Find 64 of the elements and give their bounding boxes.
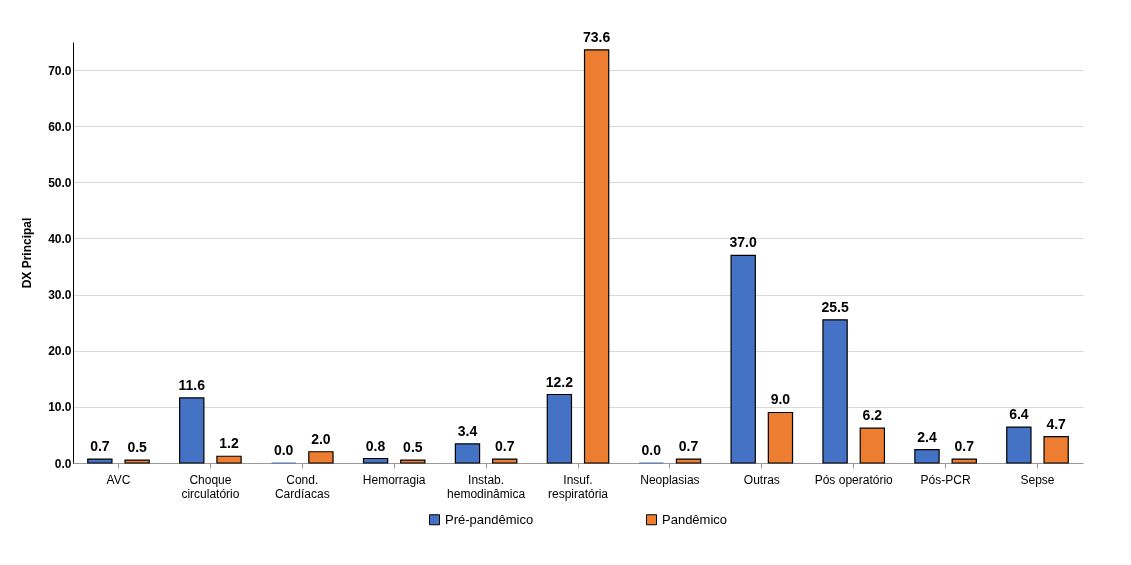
data-label: 12.2	[545, 373, 574, 390]
data-label: 37.0	[729, 234, 758, 251]
data-label: 4.7	[1046, 415, 1067, 432]
data-label: 11.6	[178, 376, 206, 393]
data-label: 0.7	[90, 438, 110, 455]
bar	[454, 443, 481, 464]
x-tick-label: Insuf. respiratória	[547, 472, 609, 501]
data-label: 9.0	[770, 391, 791, 408]
data-label: 0.0	[273, 442, 294, 458]
bar	[951, 458, 977, 464]
y-tick-label: 50.0	[48, 175, 72, 190]
x-tick-label: Choque circulatório	[181, 472, 240, 501]
bar	[822, 319, 848, 464]
y-tick-label: 20.0	[48, 344, 72, 359]
legend-label: Pré-pandêmico	[445, 511, 534, 527]
data-label: 1.2	[219, 435, 239, 452]
x-tick-label: Pós operatório	[814, 472, 894, 487]
y-tick-label: 30.0	[48, 288, 72, 303]
x-tick-label: AVC	[106, 472, 131, 487]
data-label: 0.8	[365, 437, 386, 454]
x-tick-label: Instab. hemodinâmica	[447, 472, 526, 501]
data-label: 6.2	[862, 407, 883, 424]
bar	[730, 254, 756, 464]
bar	[859, 427, 886, 464]
data-label: 0.0	[641, 442, 662, 458]
x-tick-label: Neoplasias	[640, 472, 700, 487]
x-tick-label: Cond. Cardíacas	[274, 472, 330, 501]
y-tick-label: 0.0	[54, 456, 72, 471]
y-tick-label: 40.0	[48, 231, 72, 246]
bar	[767, 411, 794, 464]
x-tick-label: Outras	[743, 472, 780, 487]
x-tick-label: Hemorragia	[362, 472, 426, 487]
bar	[362, 457, 389, 464]
y-tick-label: 10.0	[48, 400, 72, 415]
bar	[1043, 436, 1069, 464]
data-label: 0.7	[678, 438, 699, 455]
data-label: 6.4	[1009, 406, 1029, 423]
x-tick-label: Sepse	[1020, 472, 1055, 487]
data-label: 2.4	[917, 428, 937, 445]
data-label: 0.7	[954, 438, 975, 455]
bar	[87, 458, 113, 464]
bar	[492, 458, 518, 464]
data-label: 73.6	[583, 28, 611, 45]
bar	[179, 397, 205, 464]
bar	[124, 459, 150, 464]
y-tick-label: 60.0	[48, 119, 72, 134]
data-label: 0.7	[494, 438, 515, 455]
bar	[1006, 426, 1032, 464]
data-label: 3.4	[457, 422, 478, 439]
bar	[216, 455, 242, 464]
bar	[914, 448, 940, 464]
y-tick-label: 70.0	[48, 63, 72, 78]
bar	[308, 451, 334, 464]
y-axis-title: DX Principal	[20, 217, 35, 289]
bar	[583, 49, 610, 464]
bar	[400, 459, 426, 464]
x-tick-label: Pós-PCR	[920, 472, 971, 487]
data-label: 25.5	[821, 298, 849, 315]
bar	[675, 458, 702, 464]
data-label: 0.5	[127, 439, 148, 456]
data-label: 2.0	[311, 430, 331, 447]
data-label: 0.5	[403, 439, 423, 456]
bar	[546, 393, 573, 464]
legend-label: Pandêmico	[662, 511, 728, 527]
